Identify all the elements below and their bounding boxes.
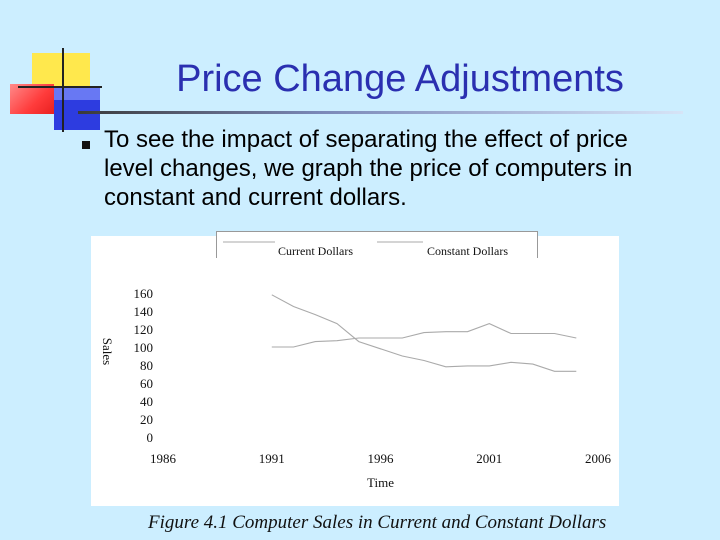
x-tick-label: 1986 xyxy=(150,451,177,466)
y-tick-label: 100 xyxy=(134,340,154,355)
y-tick-label: 0 xyxy=(147,430,154,445)
decor-horizontal-line xyxy=(18,86,102,88)
legend-label-constant: Constant Dollars xyxy=(427,244,508,258)
decor-red-square xyxy=(10,84,54,114)
x-tick-label: 2001 xyxy=(476,451,502,466)
chart-panel: 160 140 120 100 80 60 40 20 0 1986 1991 1996 2001 200… xyxy=(91,236,619,506)
y-tick-label: 160 xyxy=(134,286,154,301)
bullet-text: To see the impact of separating the effe… xyxy=(104,126,633,211)
x-tick-label: 2006 xyxy=(585,451,612,466)
chart-legend: Current Dollars Constant Dollars xyxy=(216,231,538,258)
series-line-current-dollars xyxy=(271,323,577,348)
line-chart: 160 140 120 100 80 60 40 20 0 1986 1991 1996 2001 200… xyxy=(100,286,612,490)
slide-title: Price Change Adjustments xyxy=(176,58,624,100)
y-tick-label: 120 xyxy=(134,322,154,337)
decor-blue-highlight xyxy=(54,86,100,100)
y-tick-label: 60 xyxy=(140,376,153,391)
x-tick-label: 1996 xyxy=(368,451,395,466)
title-underline xyxy=(78,111,683,114)
decor-vertical-line xyxy=(62,48,64,132)
figure-caption: Figure 4.1 Computer Sales in Current and… xyxy=(148,512,607,533)
bullet-marker xyxy=(82,141,90,149)
x-tick-label: 1991 xyxy=(259,451,285,466)
x-axis-label: Time xyxy=(367,475,394,490)
y-tick-label: 140 xyxy=(134,304,154,319)
y-tick-label: 80 xyxy=(140,358,153,373)
y-tick-label: 40 xyxy=(140,394,153,409)
series-line-constant-dollars xyxy=(271,294,577,372)
legend-label-current: Current Dollars xyxy=(278,244,353,258)
y-tick-label: 20 xyxy=(140,412,153,427)
y-axis-label: Sales xyxy=(100,338,115,365)
